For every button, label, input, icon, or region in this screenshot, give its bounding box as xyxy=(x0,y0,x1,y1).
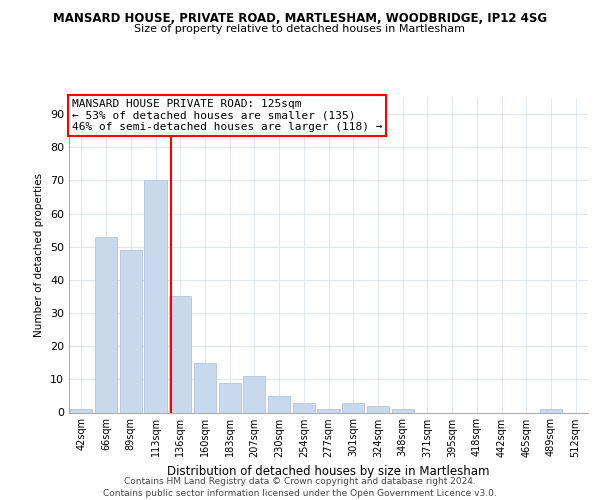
Bar xyxy=(243,376,265,412)
Bar xyxy=(392,409,414,412)
Bar xyxy=(367,406,389,412)
Bar xyxy=(342,402,364,412)
Text: MANSARD HOUSE, PRIVATE ROAD, MARTLESHAM, WOODBRIDGE, IP12 4SG: MANSARD HOUSE, PRIVATE ROAD, MARTLESHAM,… xyxy=(53,12,547,26)
Text: Contains HM Land Registry data © Crown copyright and database right 2024.: Contains HM Land Registry data © Crown c… xyxy=(124,478,476,486)
Bar xyxy=(95,237,117,412)
Bar xyxy=(317,409,340,412)
Text: MANSARD HOUSE PRIVATE ROAD: 125sqm
← 53% of detached houses are smaller (135)
46: MANSARD HOUSE PRIVATE ROAD: 125sqm ← 53%… xyxy=(71,99,382,132)
Text: Size of property relative to detached houses in Martlesham: Size of property relative to detached ho… xyxy=(134,24,466,34)
X-axis label: Distribution of detached houses by size in Martlesham: Distribution of detached houses by size … xyxy=(167,465,490,478)
Bar xyxy=(293,402,315,412)
Bar xyxy=(218,382,241,412)
Bar xyxy=(540,409,562,412)
Bar xyxy=(119,250,142,412)
Text: Contains public sector information licensed under the Open Government Licence v3: Contains public sector information licen… xyxy=(103,489,497,498)
Bar xyxy=(145,180,167,412)
Bar xyxy=(169,296,191,412)
Bar xyxy=(70,409,92,412)
Bar xyxy=(268,396,290,412)
Y-axis label: Number of detached properties: Number of detached properties xyxy=(34,173,44,337)
Bar xyxy=(194,363,216,412)
